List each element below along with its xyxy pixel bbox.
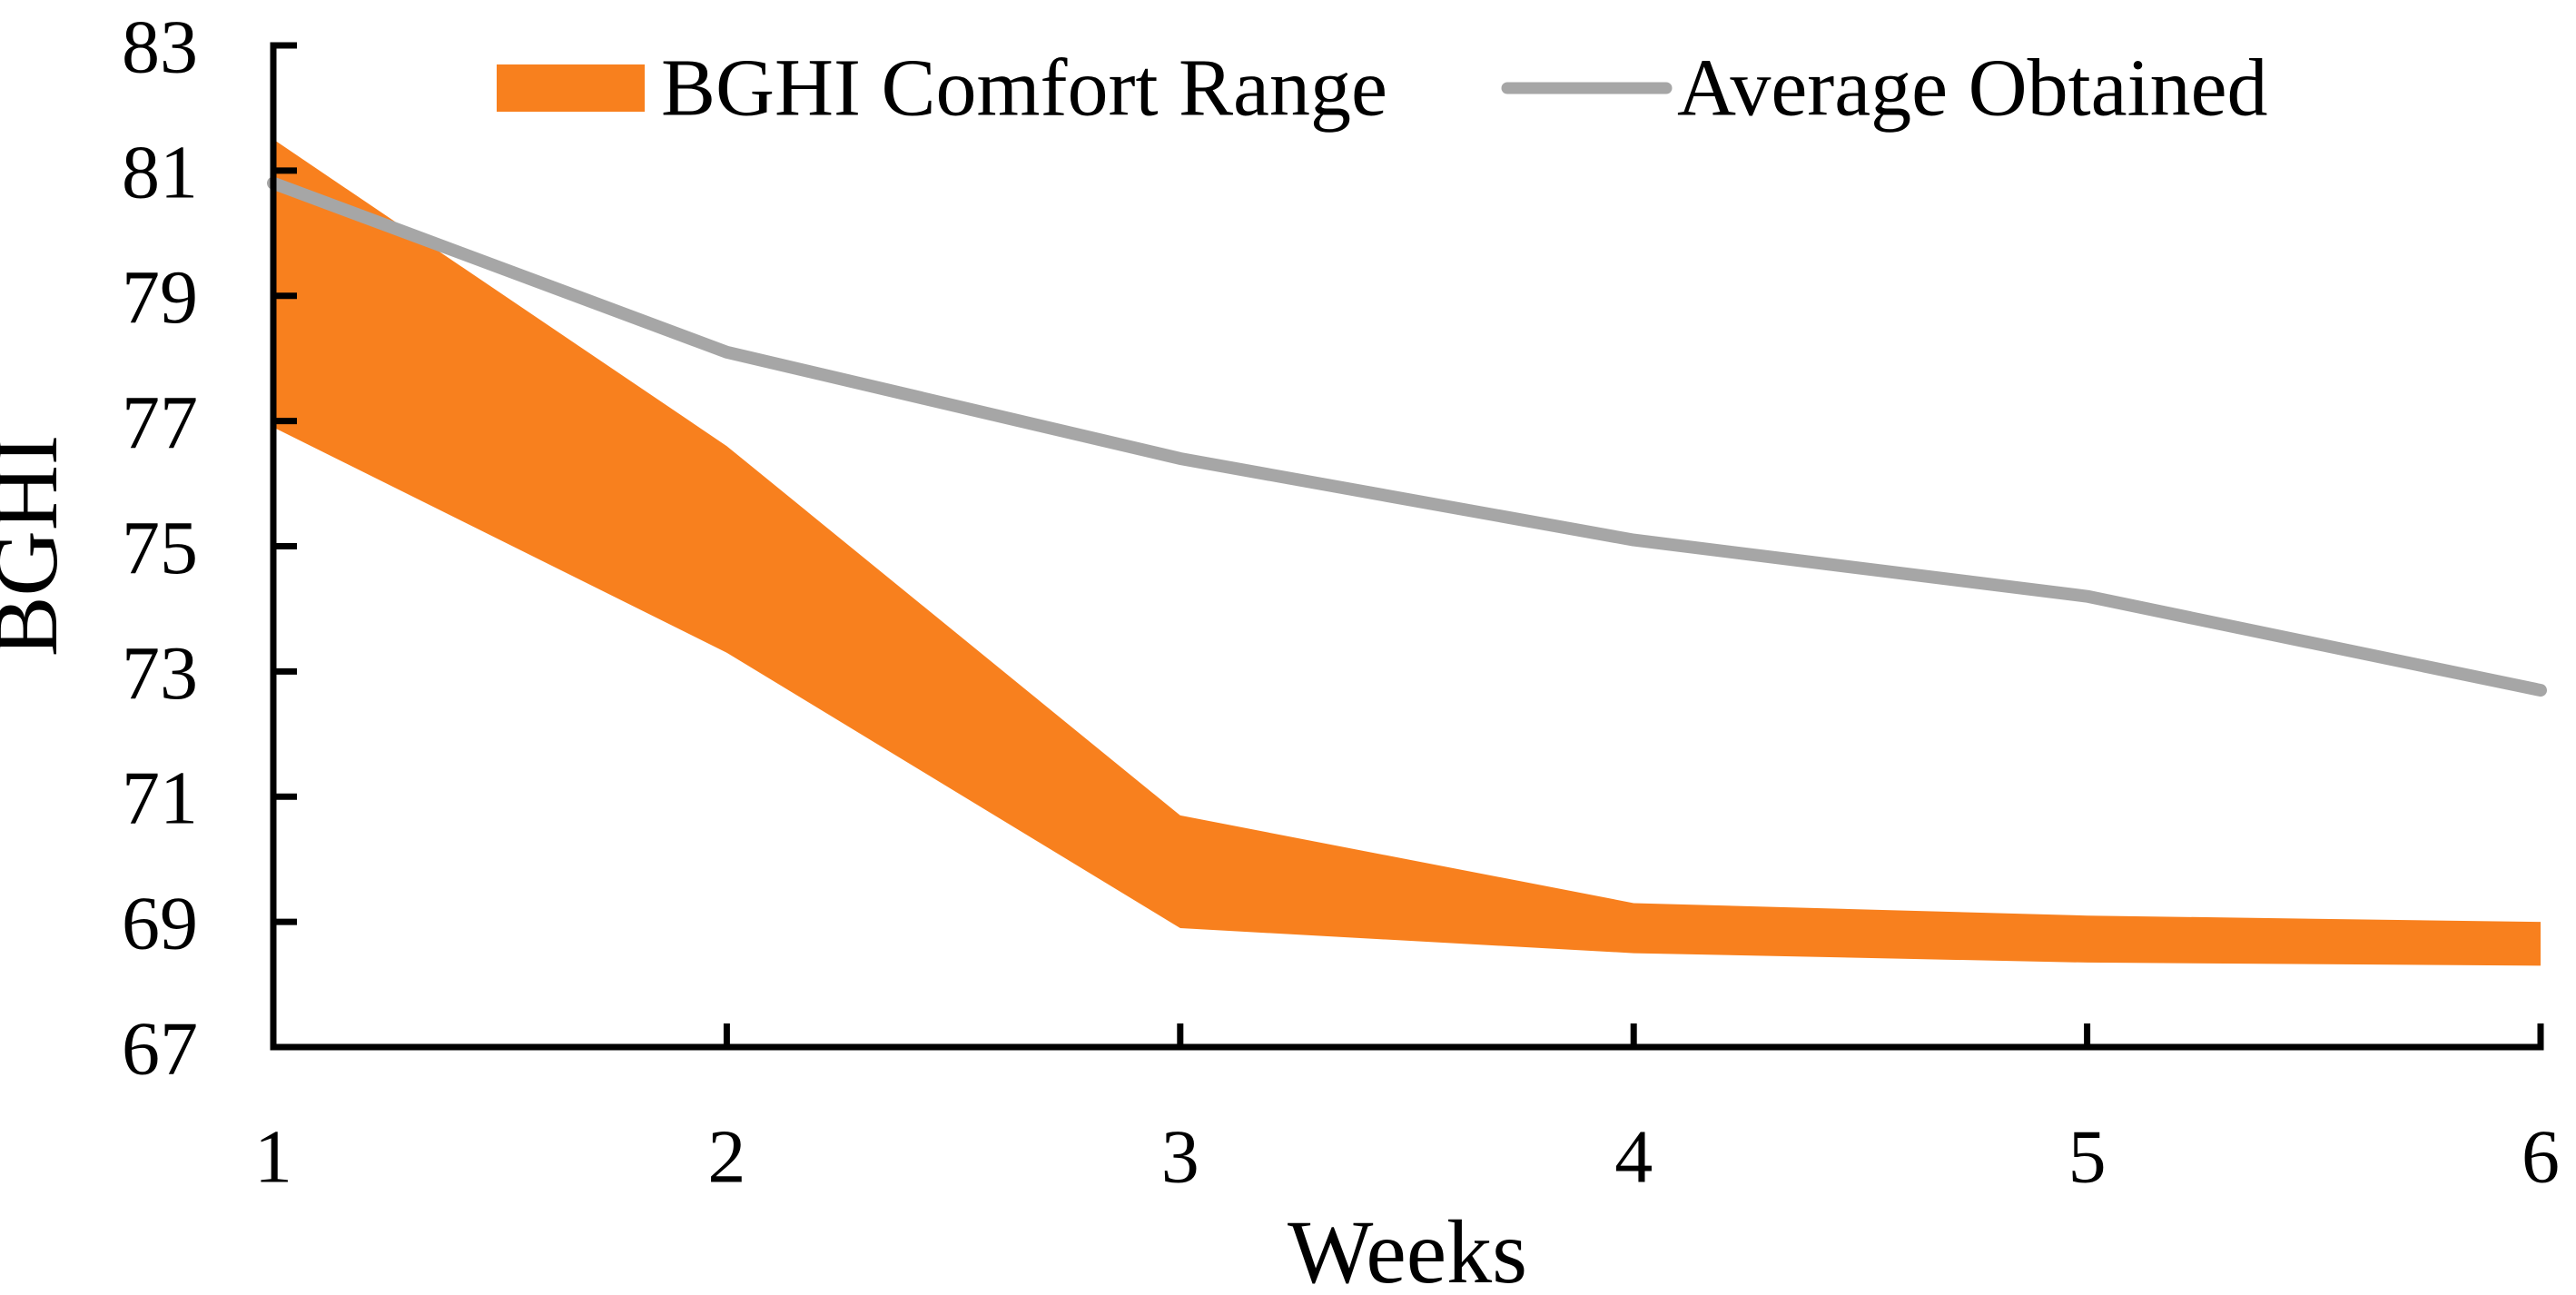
average-line: [267, 176, 2547, 697]
legend-band-label: BGHI Comfort Range: [661, 44, 1387, 133]
y-tick-label: 81: [122, 130, 198, 214]
y-tick-label: 77: [122, 381, 198, 465]
y-tick-label: 67: [122, 1006, 198, 1091]
y-tick-label: 73: [122, 631, 198, 716]
y-tick-label: 71: [122, 756, 198, 841]
y-axis-title: BGHI: [0, 435, 76, 657]
y-tick-label: 69: [122, 882, 198, 966]
legend: BGHI Comfort Range Average Obtained: [497, 44, 2268, 133]
x-axis-title: Weeks: [1288, 1201, 1527, 1295]
x-tick-label: 2: [707, 1114, 745, 1199]
legend-line-label: Average Obtained: [1677, 44, 2268, 133]
y-tick-label: 79: [122, 255, 198, 340]
x-tick-label: 3: [1161, 1114, 1199, 1199]
x-tick-label: 4: [1614, 1114, 1653, 1199]
y-tick-label: 83: [122, 5, 198, 89]
axes: [270, 42, 2544, 1051]
x-tick-label: 6: [2522, 1114, 2560, 1199]
x-tick-label: 5: [2068, 1114, 2107, 1199]
comfort-range-band: [273, 139, 2541, 966]
y-tick-label: 75: [122, 506, 198, 590]
x-tick-label: 1: [254, 1114, 292, 1199]
legend-band-swatch: [497, 64, 645, 112]
